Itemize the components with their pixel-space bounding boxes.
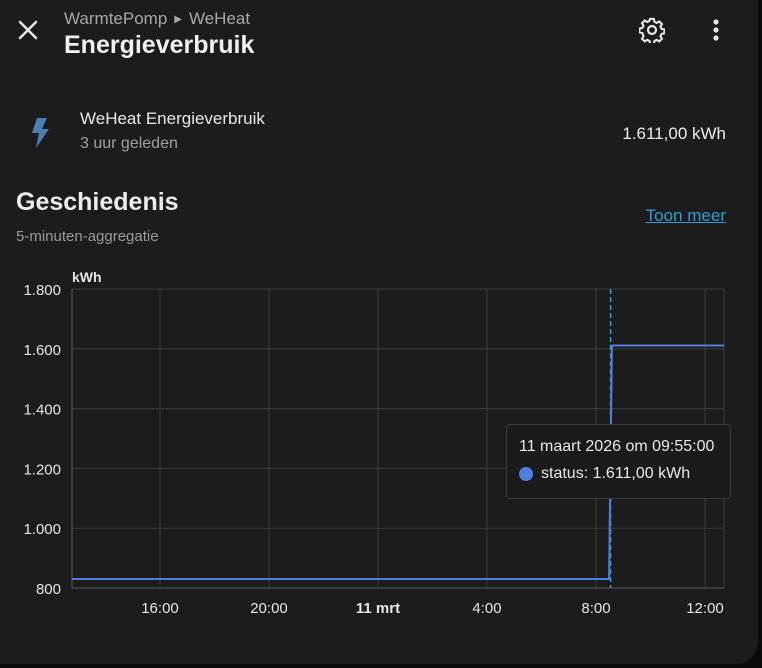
entity-name: WeHeat Energieverbruik bbox=[80, 109, 265, 128]
x-tick-label: 20:00 bbox=[250, 600, 288, 617]
x-axis: 16:00 20:00 11 mrt 4:00 8:00 12:00 bbox=[141, 600, 724, 617]
gear-icon bbox=[639, 17, 665, 43]
tooltip-value: status: 1.611,00 kWh bbox=[541, 465, 691, 482]
x-tick-label: 4:00 bbox=[472, 600, 501, 617]
more-options-button[interactable] bbox=[698, 12, 734, 48]
history-subtitle: 5-minuten-aggregatie bbox=[16, 228, 159, 245]
entity-state: 1.611,00 kWh bbox=[622, 124, 726, 143]
show-more-link[interactable]: Toon meer bbox=[645, 206, 726, 225]
breadcrumb-area[interactable]: WarmtePomp bbox=[64, 9, 168, 28]
x-tick-label: 12:00 bbox=[686, 600, 724, 617]
y-tick-label: 1.800 bbox=[23, 282, 61, 299]
chart-tooltip: 11 maart 2026 om 09:55:00 status: 1.611,… bbox=[506, 424, 731, 499]
y-axis-unit-label: kWh bbox=[72, 269, 102, 285]
breadcrumb-separator-icon: ▶ bbox=[174, 13, 182, 25]
entity-row[interactable]: WeHeat Energieverbruik 3 uur geleden 1.6… bbox=[16, 100, 736, 166]
dots-vertical-icon bbox=[713, 19, 719, 41]
y-axis: 1.800 1.600 1.400 1.200 1.000 800 bbox=[23, 282, 61, 598]
page-title: Energieverbruik bbox=[64, 31, 255, 59]
lightning-bolt-icon bbox=[32, 118, 49, 148]
x-tick-label: 11 mrt bbox=[356, 600, 400, 617]
y-tick-label: 1.000 bbox=[23, 521, 61, 538]
x-tick-label: 8:00 bbox=[581, 600, 610, 617]
entity-last-changed: 3 uur geleden bbox=[80, 135, 178, 152]
x-tick-label: 16:00 bbox=[141, 600, 179, 617]
breadcrumb: WarmtePomp ▶ WeHeat bbox=[64, 9, 250, 29]
y-tick-label: 1.400 bbox=[23, 402, 61, 419]
history-title: Geschiedenis bbox=[16, 188, 179, 216]
settings-button[interactable] bbox=[634, 12, 670, 48]
tooltip-series-dot bbox=[519, 467, 533, 481]
breadcrumb-device[interactable]: WeHeat bbox=[188, 9, 251, 28]
close-icon bbox=[18, 20, 38, 40]
y-tick-label: 800 bbox=[36, 581, 61, 598]
y-tick-label: 1.200 bbox=[23, 461, 61, 478]
tooltip-title: 11 maart 2026 om 09:55:00 bbox=[519, 438, 715, 455]
y-tick-label: 1.600 bbox=[23, 342, 61, 359]
close-button[interactable] bbox=[10, 12, 46, 48]
